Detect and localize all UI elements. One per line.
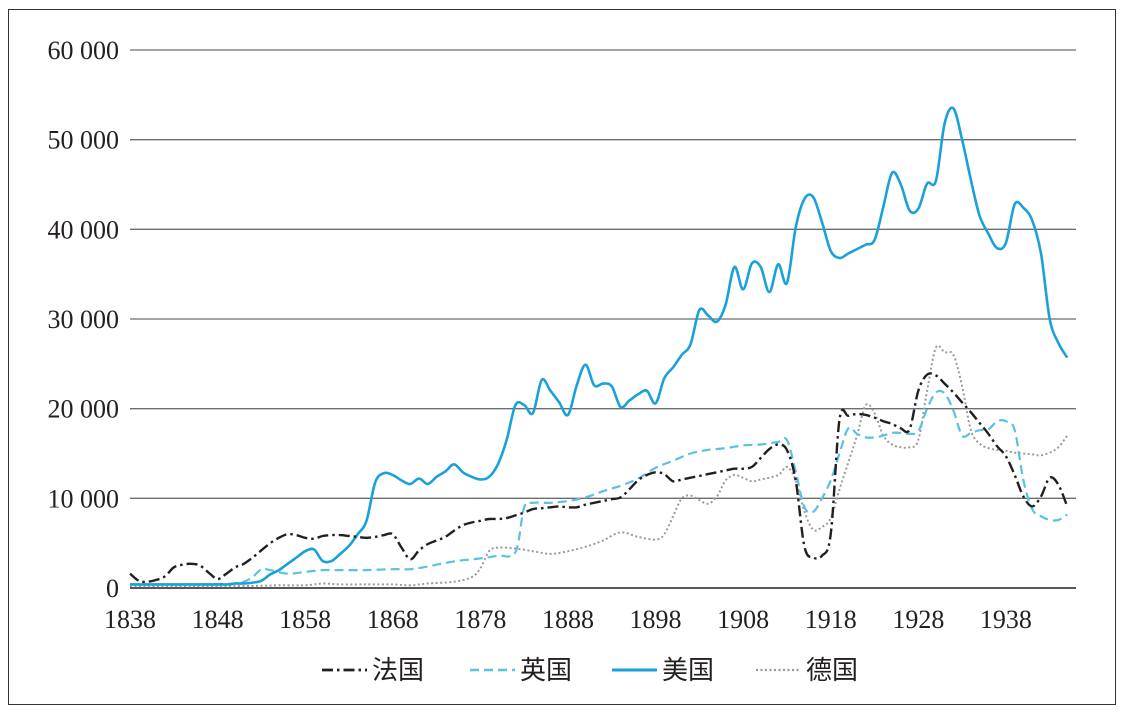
- x-tick-label: 1888: [542, 605, 594, 634]
- legend-label: 德国: [806, 656, 858, 686]
- y-tick-label: 0: [106, 574, 119, 603]
- x-tick-label: 1858: [279, 605, 331, 634]
- x-tick-label: 1868: [367, 605, 419, 634]
- y-tick-label: 10 000: [48, 484, 120, 513]
- x-tick-label: 1938: [980, 605, 1032, 634]
- x-tick-label: 1878: [454, 605, 506, 634]
- legend-label: 法国: [372, 656, 424, 686]
- series-line-2: [130, 106, 1069, 586]
- series-lines: [129, 106, 1069, 588]
- y-tick-label: 60 000: [48, 36, 120, 65]
- x-tick-label: 1918: [805, 605, 857, 634]
- series-line-1: [130, 389, 1068, 586]
- x-tick-label: 1838: [104, 605, 156, 634]
- x-tick-label: 1848: [192, 605, 244, 634]
- chart-frame: [8, 9, 1116, 705]
- x-tick-label: 1908: [717, 605, 769, 634]
- y-tick-label: 40 000: [48, 215, 120, 244]
- legend-label: 美国: [662, 656, 714, 686]
- x-tick-label: 1928: [892, 605, 944, 634]
- y-tick-label: 50 000: [48, 126, 120, 155]
- grid-lines: [130, 49, 1076, 589]
- legend-label: 英国: [520, 656, 572, 686]
- y-tick-label: 20 000: [48, 395, 120, 424]
- x-tick-label: 1898: [630, 605, 682, 634]
- y-axis-ticks: 0 10 000 20 000 30 000 40 000 50 000 60 000: [48, 36, 120, 603]
- series-line-3: [130, 344, 1069, 588]
- x-axis-ticks: 1838 1848 1858 1868 1878 1888 1898 1908 1918 1928…: [104, 605, 1032, 634]
- legend: 法国 英国 美国 德国: [322, 656, 858, 686]
- series-line-0: [129, 372, 1069, 584]
- y-tick-label: 30 000: [48, 305, 120, 334]
